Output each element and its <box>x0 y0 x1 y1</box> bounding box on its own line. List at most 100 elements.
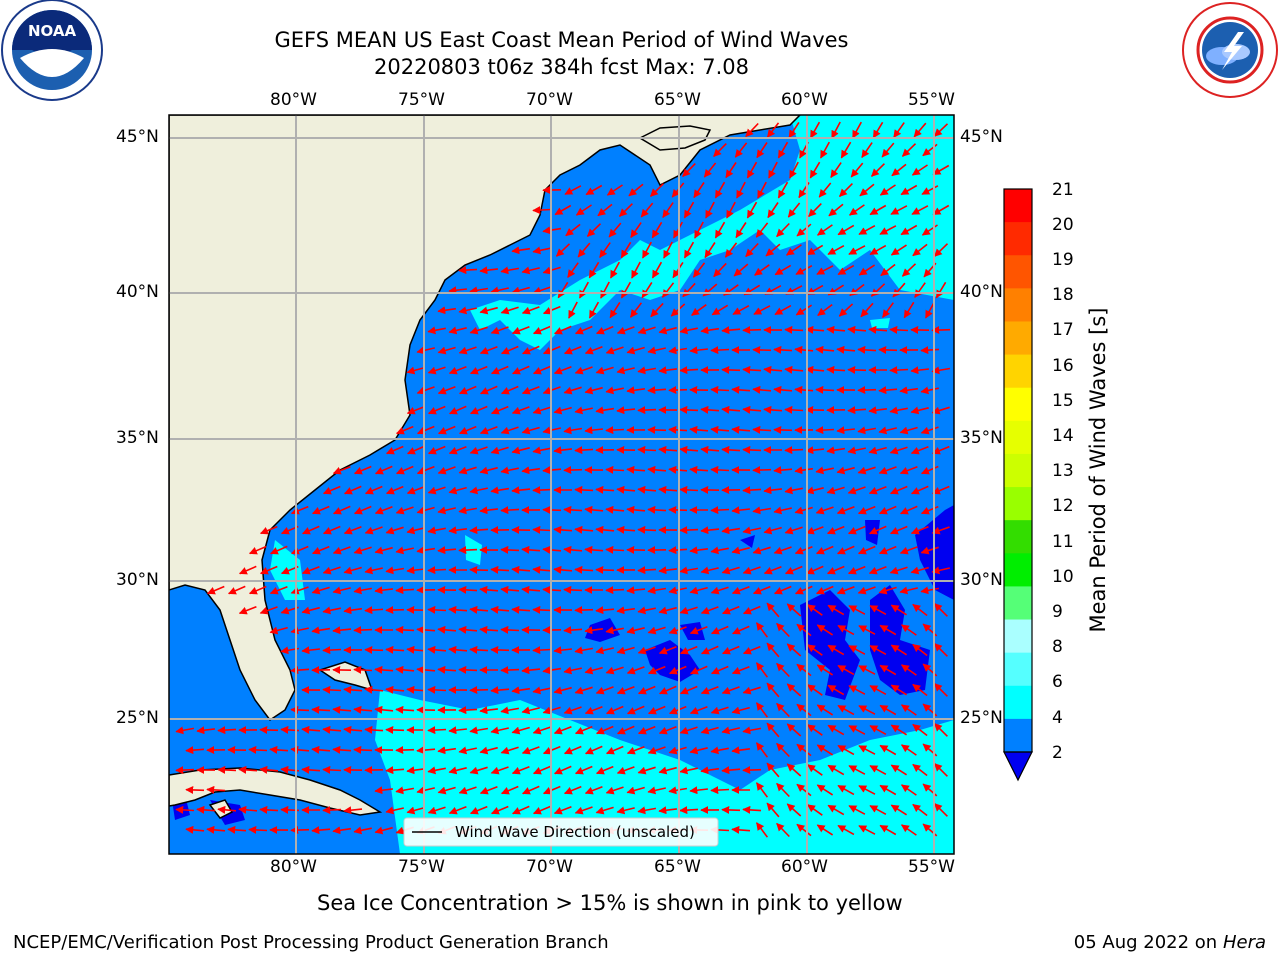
wave-direction-arrow <box>595 525 615 534</box>
wave-direction-arrow <box>364 566 383 575</box>
wave-direction-arrow <box>500 785 519 795</box>
wave-direction-arrow <box>742 645 761 655</box>
wave-direction-arrow <box>196 726 215 735</box>
wave-direction-arrow <box>626 465 646 474</box>
wave-direction-arrow <box>629 302 643 318</box>
wave-direction-arrow <box>900 224 918 236</box>
colorbar-tick: 19 <box>1052 250 1074 270</box>
wave-direction-arrow <box>448 405 467 415</box>
wave-direction-arrow <box>868 406 888 415</box>
wave-direction-arrow <box>658 326 677 335</box>
wave-direction-arrow <box>626 786 645 795</box>
wave-direction-arrow <box>521 266 540 275</box>
wave-direction-arrow <box>416 465 435 475</box>
wave-direction-arrow <box>736 181 746 199</box>
wave-direction-arrow <box>595 325 614 335</box>
wave-direction-arrow <box>912 763 928 777</box>
wave-direction-arrow <box>395 425 414 435</box>
wave-direction-arrow <box>574 646 594 655</box>
wave-direction-arrow <box>899 546 918 555</box>
wave-direction-arrow <box>248 745 268 754</box>
wave-direction-arrow <box>500 345 519 355</box>
wave-direction-arrow <box>689 586 708 595</box>
wave-direction-arrow <box>836 345 856 354</box>
wave-direction-arrow <box>689 346 708 355</box>
colorbar-tick: 13 <box>1052 461 1074 481</box>
wave-direction-arrow <box>878 505 897 515</box>
wave-direction-arrow <box>608 222 622 238</box>
wave-direction-arrow <box>752 546 771 555</box>
wave-direction-arrow <box>700 726 719 735</box>
wave-direction-arrow <box>584 626 604 635</box>
wave-direction-arrow <box>574 325 593 335</box>
wave-direction-arrow <box>206 785 226 794</box>
lon-tick-bottom: 70°W <box>526 857 573 877</box>
wave-direction-arrow <box>427 726 447 735</box>
wave-direction-arrow <box>490 326 509 335</box>
wind-wave-arrows <box>175 121 951 838</box>
wave-direction-arrow <box>584 666 603 675</box>
wave-direction-arrow <box>934 723 948 737</box>
wave-direction-arrow <box>836 545 855 555</box>
lat-tick-left: 45°N <box>116 127 159 147</box>
wave-direction-arrow <box>427 486 446 495</box>
wave-direction-arrow <box>914 282 926 298</box>
wave-direction-arrow <box>731 625 750 635</box>
wave-direction-arrow <box>619 203 633 217</box>
wave-direction-arrow <box>437 506 456 515</box>
wave-direction-arrow <box>469 605 489 614</box>
wave-direction-arrow <box>796 623 812 637</box>
wave-direction-arrow <box>416 346 435 355</box>
wave-direction-arrow <box>269 585 288 595</box>
wave-direction-arrow <box>815 345 835 354</box>
wave-direction-arrow <box>532 246 551 255</box>
wave-direction-arrow <box>784 365 804 374</box>
wave-direction-arrow <box>755 742 769 758</box>
wave-direction-arrow <box>868 525 887 535</box>
wave-direction-arrow <box>827 604 845 616</box>
wave-direction-arrow <box>889 325 909 334</box>
colorbar-band <box>1004 652 1032 687</box>
wave-direction-arrow <box>857 586 876 595</box>
wave-direction-arrow <box>794 345 814 354</box>
wave-direction-arrow <box>395 786 415 795</box>
wave-direction-arrow <box>511 686 531 695</box>
wave-direction-arrow <box>827 804 845 816</box>
wave-direction-arrow <box>830 162 842 179</box>
wave-direction-arrow <box>742 605 761 615</box>
wave-direction-arrow <box>532 486 552 495</box>
wave-direction-arrow <box>553 365 572 375</box>
wave-direction-arrow <box>553 525 573 534</box>
wave-direction-arrow <box>311 505 330 515</box>
wave-direction-arrow <box>900 184 918 196</box>
colorbar-band <box>1004 189 1032 223</box>
wave-direction-arrow <box>893 122 905 139</box>
wave-direction-arrow <box>766 602 780 618</box>
wave-direction-arrow <box>353 665 373 674</box>
wave-direction-arrow <box>689 665 708 675</box>
wave-direction-arrow <box>301 566 320 575</box>
wave-direction-arrow <box>794 466 814 475</box>
wave-direction-arrow <box>322 566 341 575</box>
colorbar-tick: 21 <box>1052 180 1074 200</box>
wave-direction-arrow <box>731 746 751 755</box>
wave-direction-arrow <box>755 622 769 638</box>
wave-direction-arrow <box>332 745 352 754</box>
wave-direction-arrow <box>809 121 821 139</box>
wave-direction-arrow <box>817 303 833 317</box>
wave-direction-arrow <box>858 625 876 635</box>
wave-direction-arrow <box>931 406 950 415</box>
wave-direction-arrow <box>805 446 825 455</box>
wave-direction-arrow <box>710 786 730 795</box>
wave-direction-arrow <box>469 286 489 295</box>
lat-tick-left: 35°N <box>116 428 159 448</box>
wave-direction-arrow <box>395 546 414 555</box>
lon-tick-bottom: 75°W <box>398 857 445 877</box>
wave-direction-arrow <box>490 486 510 495</box>
wave-direction-arrow <box>630 222 642 239</box>
wave-direction-arrow <box>807 804 823 816</box>
wave-direction-arrow <box>479 306 498 315</box>
wave-direction-arrow <box>458 546 478 555</box>
wave-direction-arrow <box>500 545 520 554</box>
wave-direction-arrow <box>395 506 414 515</box>
